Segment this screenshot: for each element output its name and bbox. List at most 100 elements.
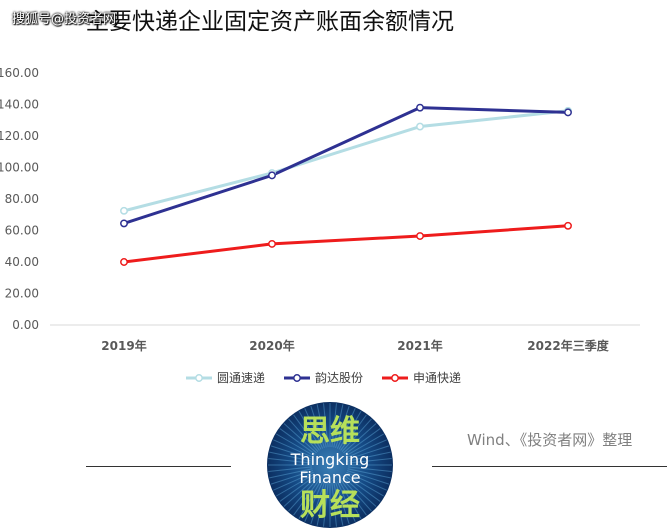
chart-title: 主要快递企业固定资产账面余额情况 [86, 9, 454, 35]
logo-ray [323, 482, 329, 527]
logo-ray [347, 458, 392, 464]
logo-ray [340, 414, 367, 451]
logo-ray [276, 473, 315, 497]
watermark: 搜狐号@投资者网 [12, 12, 117, 27]
logo-ray [283, 476, 317, 507]
logo-ray [323, 403, 329, 448]
y-tick-label: 140.00 [0, 98, 39, 112]
logo-ray [288, 418, 319, 452]
legend-marker [195, 374, 203, 382]
x-axis-ticks: 2019年 2020年 2021年 2022年三季度 [101, 338, 609, 353]
logo-ray [273, 471, 314, 491]
y-tick-label: 0.00 [12, 318, 39, 332]
logo-ray [341, 418, 372, 452]
data-point [268, 171, 276, 180]
logo-ray [347, 466, 392, 472]
logo-ray [343, 423, 377, 454]
logo-ray [316, 404, 327, 448]
y-tick-label: 40.00 [5, 255, 39, 269]
logo-en-line2: Finance [299, 468, 360, 487]
logo-ray [304, 481, 324, 522]
series-points [120, 103, 572, 266]
logo-cn-bottom: 财经 [300, 488, 360, 523]
data-point [268, 239, 276, 248]
logo-ray [344, 475, 381, 502]
series-line-2 [123, 224, 569, 264]
y-tick-label: 20.00 [5, 287, 39, 301]
logo-ray [346, 445, 390, 460]
logo-ray [310, 481, 325, 525]
logo-ray [316, 482, 327, 526]
legend-marker [293, 374, 301, 382]
logo-ray [331, 482, 337, 527]
logo-ray [269, 468, 313, 479]
series-line-0 [123, 109, 569, 213]
data-point [120, 219, 128, 228]
logo-ray [293, 414, 320, 451]
legend-label: 圆通速递 [217, 371, 265, 385]
source-note: Wind、《投资者网》整理 [467, 431, 633, 449]
legend-marker [391, 374, 399, 382]
line-chart: 0.00 20.00 40.00 60.00 80.00 100.00 120.00 140.… [0, 66, 640, 385]
y-tick-label: 160.00 [0, 66, 39, 80]
logo-ray [273, 439, 314, 459]
logo-ray [268, 466, 313, 472]
logo-ray [345, 433, 384, 457]
footer-rule-left [86, 466, 231, 467]
logo-ray [268, 458, 313, 464]
logo-ray [333, 482, 344, 526]
logo-ray [276, 433, 315, 457]
data-point [564, 108, 572, 117]
logo-ray [336, 481, 356, 522]
series-lines [123, 106, 569, 264]
logo-ray [343, 476, 377, 507]
logo-ray [298, 411, 322, 450]
logo-ray [304, 408, 324, 449]
x-tick-label: 2020年 [249, 338, 294, 353]
logo-ray [338, 411, 362, 450]
logo-ray [279, 428, 316, 455]
legend: 圆通速递 韵达股份 申通快递 [186, 370, 461, 385]
logo-ray [341, 478, 372, 512]
logo-ray [336, 408, 356, 449]
y-tick-label: 100.00 [0, 161, 39, 175]
logo-ray [331, 403, 337, 448]
y-tick-label: 60.00 [5, 224, 39, 238]
logo-ray [269, 451, 313, 462]
data-point [120, 206, 128, 215]
logo-ray [270, 445, 314, 460]
x-tick-label: 2019年 [101, 338, 146, 353]
y-tick-label: 120.00 [0, 129, 39, 143]
logo-ray [270, 470, 314, 485]
logo-ray [298, 480, 322, 519]
logo-ray [293, 479, 320, 516]
logo-ray [335, 481, 350, 525]
legend-label: 申通快递 [413, 371, 461, 385]
logo-cn-top: 思维 [300, 414, 360, 449]
logo-ray [335, 405, 350, 449]
data-point [120, 258, 128, 266]
logo-ray [340, 479, 367, 516]
series-line-1 [123, 106, 569, 225]
logo-ray [346, 470, 390, 485]
data-point [416, 103, 424, 112]
logo-ray [346, 439, 387, 459]
logo-ray [346, 471, 387, 491]
x-tick-label: 2021年 [397, 338, 442, 353]
logo-ray [347, 451, 391, 462]
logo-ray [279, 475, 316, 502]
logo-en-line1: Thingking [290, 450, 370, 469]
logo-ray [310, 405, 325, 449]
logo-ray [344, 428, 381, 455]
y-axis-ticks: 0.00 20.00 40.00 60.00 80.00 100.00 120.00 140.… [0, 66, 39, 332]
thinking-finance-logo: 思维 Thingking Finance 财经 [267, 402, 393, 528]
logo-ray [338, 480, 362, 519]
logo-ray [347, 468, 391, 479]
x-tick-label: 2022年三季度 [527, 338, 609, 353]
footer-rule-right [432, 466, 667, 467]
y-tick-label: 80.00 [5, 192, 39, 206]
data-point [564, 221, 572, 230]
data-point [416, 122, 424, 131]
legend-label: 韵达股份 [315, 370, 363, 385]
data-point [416, 232, 424, 240]
